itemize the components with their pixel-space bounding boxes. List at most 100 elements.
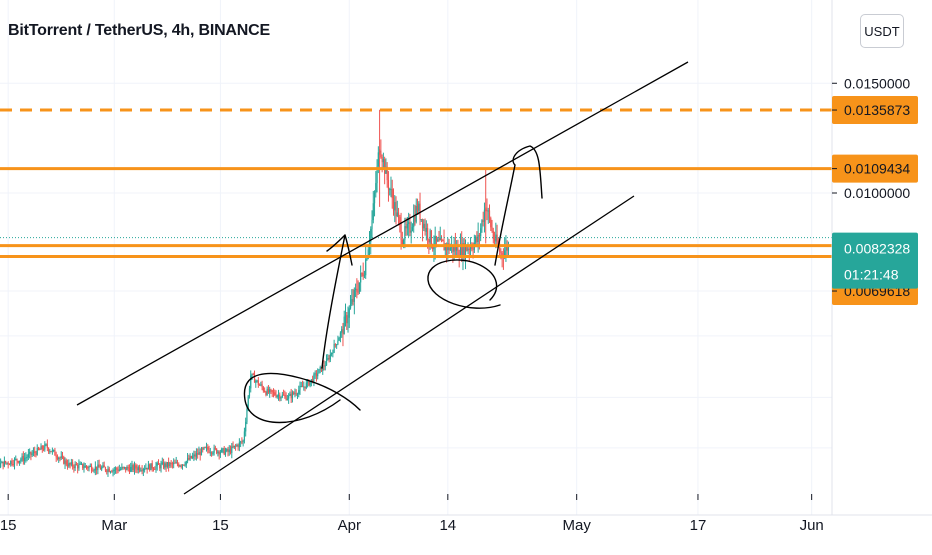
candle-body	[97, 464, 99, 471]
candle-body	[237, 445, 239, 448]
currency-button[interactable]: USDT	[860, 14, 904, 48]
candle-body	[157, 463, 160, 465]
candle-body	[79, 463, 81, 465]
candle-body	[445, 244, 448, 251]
candle-body	[324, 365, 326, 367]
candle-body	[461, 243, 463, 258]
candle-body	[418, 203, 420, 211]
candle-body	[140, 470, 142, 472]
candles-layer	[0, 109, 510, 477]
candle-body	[357, 291, 359, 293]
candle-body	[39, 449, 41, 451]
candle-body	[245, 421, 247, 432]
candle-body	[318, 369, 320, 374]
candle-body	[63, 456, 65, 464]
candle-body	[176, 462, 179, 465]
candle-body	[438, 239, 440, 241]
candle-body	[274, 392, 276, 395]
candle-body	[60, 456, 62, 458]
candle-body	[376, 166, 378, 184]
candle-body	[341, 329, 343, 333]
candle-body	[116, 468, 118, 470]
candle-body	[258, 384, 261, 386]
candle-body	[501, 252, 503, 256]
candle-body	[227, 449, 229, 452]
candle-body	[480, 228, 482, 237]
candle-body	[282, 394, 285, 396]
candle-body	[29, 451, 31, 454]
candle-body	[336, 344, 338, 346]
candle-body	[482, 220, 484, 222]
candle-body	[243, 431, 246, 441]
candle-body	[325, 359, 328, 366]
candle-body	[18, 460, 21, 463]
candle-body	[218, 451, 220, 455]
candle-body	[31, 453, 33, 455]
candle-body	[363, 275, 366, 277]
candle-body	[427, 228, 429, 240]
candle-body	[135, 465, 137, 469]
candle-body	[168, 462, 170, 467]
candle-body	[118, 469, 120, 471]
candle-body	[444, 244, 446, 251]
candle-body	[435, 236, 438, 242]
candle-body	[104, 467, 107, 471]
candle-body	[102, 465, 104, 468]
time-axis[interactable]: 15 Mar 15 Apr 14 May 17 Jun	[0, 494, 932, 534]
candle-body	[205, 447, 208, 449]
candle-body	[384, 159, 386, 174]
candle-body	[58, 457, 60, 459]
candle-body	[27, 453, 29, 458]
price-axis[interactable]: 0.0150000 0.0100000 0.0135873 0.0109434 0.00…	[831, 0, 932, 515]
candle-body	[280, 397, 282, 399]
candle-body	[332, 352, 334, 354]
candle-body	[459, 243, 462, 257]
candle-body	[334, 344, 336, 346]
candle-body	[133, 465, 136, 470]
candle-body	[380, 150, 382, 158]
candle-body	[439, 237, 441, 241]
candle-body	[87, 467, 89, 469]
candle-body	[505, 245, 507, 251]
candle-body	[193, 454, 195, 457]
candle-body	[391, 188, 393, 199]
candle-body	[352, 299, 354, 302]
candle-body	[265, 391, 267, 395]
candle-body	[271, 390, 273, 393]
candle-body	[185, 461, 187, 465]
candle-body	[122, 467, 124, 469]
candle-body	[72, 462, 74, 467]
candle-body	[277, 394, 280, 396]
candle-body	[434, 236, 436, 248]
candle-body	[312, 379, 314, 383]
candle-body	[471, 246, 473, 249]
candle-body	[11, 460, 13, 465]
candle-body	[260, 384, 262, 386]
candle-body	[210, 452, 213, 454]
candle-body	[169, 463, 171, 467]
candle-body	[99, 467, 102, 470]
horizontal-levels-layer	[0, 108, 832, 258]
candle-body	[78, 464, 80, 469]
candle-body	[304, 386, 306, 389]
candle-body	[16, 458, 18, 462]
live-price-countdown: 01:21:48	[844, 267, 899, 283]
candle-body	[198, 451, 200, 455]
candle-body	[7, 462, 9, 465]
candle-body	[365, 259, 367, 276]
candle-body	[317, 373, 319, 377]
candle-body	[223, 448, 225, 455]
candle-body	[354, 288, 357, 290]
candle-body	[395, 202, 397, 217]
level-price-label: 0.0135873	[844, 102, 910, 118]
time-tick-label: 14	[439, 517, 456, 534]
candle-body	[149, 464, 151, 471]
candle-body	[203, 447, 205, 449]
candle-body	[294, 393, 296, 395]
candle-body	[26, 457, 28, 459]
candle-body	[25, 457, 27, 459]
candle-body	[367, 249, 369, 259]
channel-lower-line	[183, 195, 635, 495]
